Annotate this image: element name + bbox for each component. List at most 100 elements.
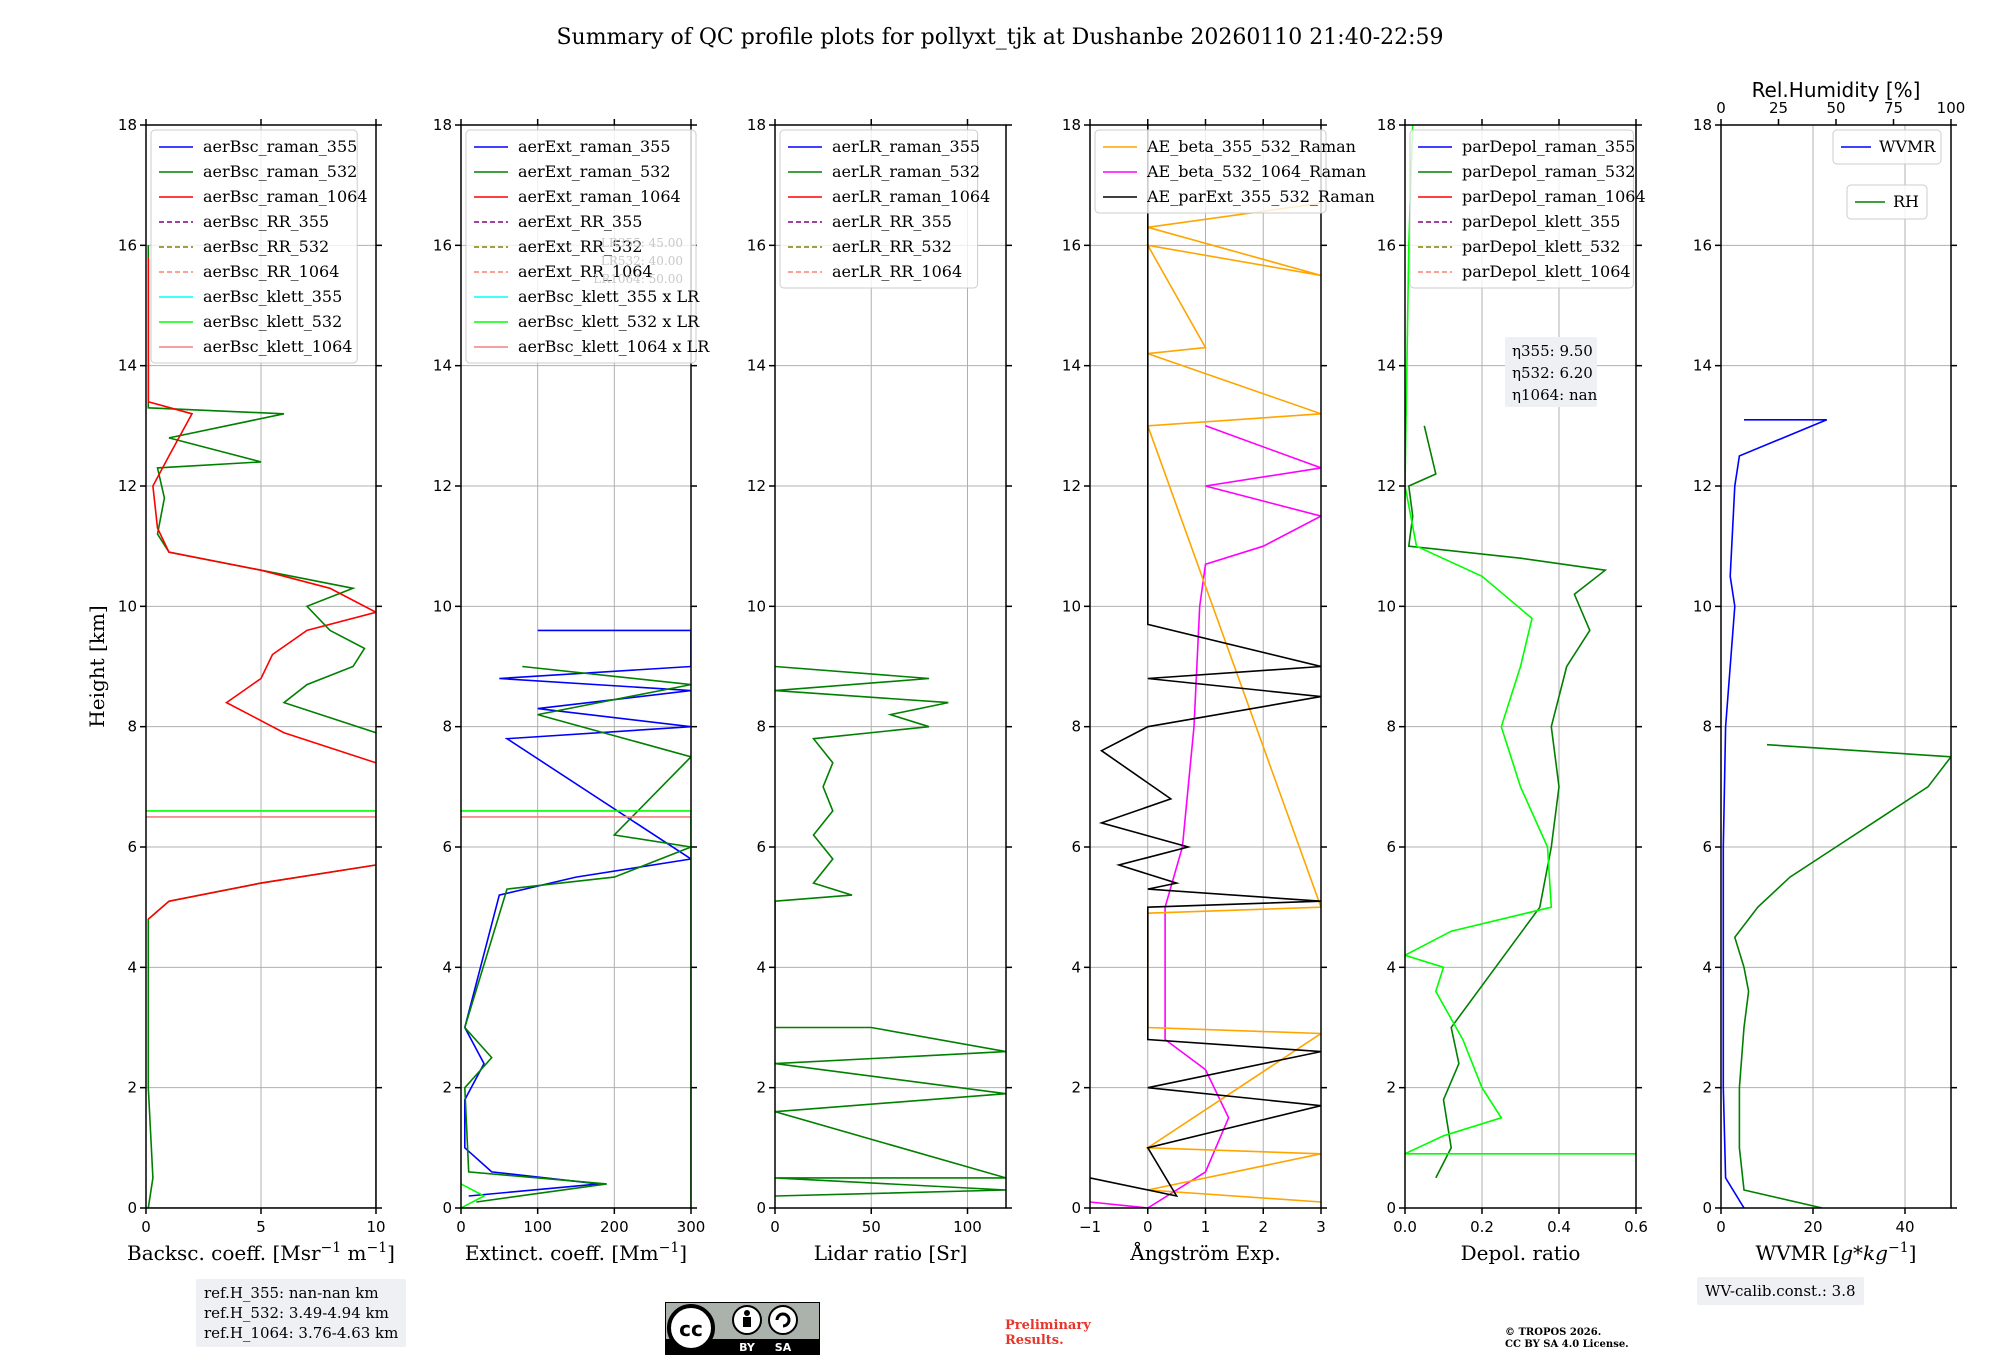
- y-tick-label: 2: [1702, 1079, 1712, 1097]
- y-tick-label: 8: [1702, 718, 1712, 736]
- legend-label: RH: [1893, 192, 1919, 211]
- y-tick-label: 16: [1062, 236, 1081, 254]
- x-axis-label: Lidar ratio [Sr]: [814, 1241, 968, 1265]
- axes-frame: [460, 124, 692, 1209]
- axes-frame: [774, 124, 1007, 1209]
- sa-icon: [768, 1305, 798, 1335]
- panel-lidar_ratio: 0 2 4 6 8 10 12 14 16 18 0 50 100 Lidar ratio [Sr] aer…: [747, 116, 1012, 1265]
- cc-icon: [667, 1304, 715, 1352]
- y-tick-label: 10: [1693, 597, 1712, 615]
- axes-frame: [1404, 124, 1637, 1209]
- y-tick-label: 12: [1693, 477, 1712, 495]
- eta-text: η532: 6.20: [1512, 364, 1593, 382]
- legend-label: aerExt_RR_532: [518, 237, 642, 256]
- legend-label: parDepol_klett_532: [1462, 237, 1620, 256]
- series-aerBsc_raman_532: [147, 864, 376, 1208]
- y-tick-label: 12: [1377, 477, 1396, 495]
- series-aerExt_raman_355: [463, 629, 691, 1197]
- y-tick-label: 16: [433, 236, 452, 254]
- y-tick-label: 16: [747, 236, 766, 254]
- ref-height-1064: ref.H_1064: 3.76-4.63 km: [204, 1324, 399, 1342]
- y-tick-label: 10: [1377, 597, 1396, 615]
- legend-label: aerBsc_RR_355: [203, 212, 329, 231]
- y-tick-label: 4: [1386, 958, 1396, 976]
- y-tick-label: 8: [127, 718, 137, 736]
- series-WVMR: [1722, 418, 1828, 1208]
- lr-text: LR532: 40.00: [601, 254, 683, 268]
- figure-title: Summary of QC profile plots for pollyxt_…: [556, 25, 1443, 50]
- legend-box: [150, 129, 358, 364]
- y-tick-label: 10: [433, 597, 452, 615]
- top-x-tick-label: 100: [1937, 99, 1966, 117]
- y-tick-label: 10: [118, 597, 137, 615]
- top-x-tick-label: 25: [1769, 99, 1788, 117]
- series-aerBsc_klett_532: [146, 810, 376, 1208]
- series-AE_parExt_355_532_Raman: [1090, 125, 1321, 1198]
- lr-text: LR1064: 50.00: [593, 272, 683, 286]
- y-tick-label: 18: [118, 116, 137, 134]
- legend-label: parDepol_klett_355: [1462, 212, 1620, 231]
- legend-label: aerBsc_raman_1064: [203, 187, 368, 206]
- y-tick-label: 12: [433, 477, 452, 495]
- legend-label: aerLR_RR_1064: [832, 262, 962, 281]
- wv-calib-box: WV-calib.const.: 3.8: [1697, 1277, 1864, 1305]
- y-tick-label: 6: [1386, 838, 1396, 856]
- y-tick-label: 2: [1071, 1079, 1081, 1097]
- series-aerExt_raman_532: [463, 665, 691, 1203]
- y-tick-label: 12: [118, 477, 137, 495]
- legend-label: aerBsc_raman_532: [203, 162, 357, 181]
- legend-label: aerBsc_klett_1064: [203, 337, 352, 356]
- x-tick-label: 200: [600, 1218, 629, 1236]
- legend-label: aerBsc_klett_355 x LR: [518, 287, 700, 306]
- panel-backscatter: 0 2 4 6 8 10 12 14 16 18 0 5 10 Backsc. coeff. [Msr−1…: [85, 116, 395, 1265]
- legend-label: aerExt_raman_532: [518, 162, 671, 181]
- ref-height-532: ref.H_532: 3.49-4.94 km: [204, 1304, 389, 1322]
- x-tick-label: 1: [1201, 1218, 1211, 1236]
- svg-text:cc: cc: [679, 1317, 703, 1341]
- axes-frame: [1089, 124, 1322, 1209]
- legend-label: aerExt_RR_355: [518, 212, 642, 231]
- y-tick-label: 14: [1377, 357, 1396, 375]
- y-tick-label: 8: [1386, 718, 1396, 736]
- y-tick-label: 0: [1702, 1199, 1712, 1217]
- y-tick-label: 6: [756, 838, 766, 856]
- top-x-tick-label: 50: [1826, 99, 1845, 117]
- legend-label: parDepol_klett_1064: [1462, 262, 1631, 281]
- y-tick-label: 6: [127, 838, 137, 856]
- panel-depol: 0 2 4 6 8 10 12 14 16 18 0.0 0.2 0.4 0.6 Depol. ratio p…: [1377, 116, 1648, 1265]
- legend-label: aerBsc_RR_1064: [203, 262, 339, 281]
- series-RH: [1733, 743, 1951, 1208]
- legend-label: aerLR_RR_532: [832, 237, 952, 256]
- y-tick-label: 2: [127, 1079, 137, 1097]
- x-tick-label: 10: [366, 1218, 385, 1236]
- legend-label: aerExt_RR_1064: [518, 262, 653, 281]
- x-axis-label: Ångström Exp.: [1129, 1240, 1280, 1265]
- legend-label: aerBsc_raman_355: [203, 137, 357, 156]
- legend-label: AE_parExt_355_532_Raman: [1146, 187, 1375, 206]
- legend-label: aerExt_raman_1064: [518, 187, 681, 206]
- x-tick-label: 0: [1143, 1218, 1153, 1236]
- y-tick-label: 8: [756, 718, 766, 736]
- y-tick-label: 6: [1702, 838, 1712, 856]
- y-tick-label: 18: [1693, 116, 1712, 134]
- y-tick-label: 0: [442, 1199, 452, 1217]
- x-axis-label: Extinct. coeff. [Mm−1]: [465, 1240, 687, 1265]
- cc-license-logo: cc BY SA: [665, 1302, 820, 1355]
- x-tick-label: 5: [256, 1218, 266, 1236]
- legend-box: [779, 129, 979, 289]
- y-tick-label: 6: [1071, 838, 1081, 856]
- x-axis-label: Depol. ratio: [1461, 1241, 1581, 1265]
- x-tick-label: 0: [141, 1218, 151, 1236]
- lr-text: LR355: 45.00: [601, 236, 683, 250]
- series-parDepol_raman_532: [1407, 425, 1608, 1179]
- y-tick-label: 18: [747, 116, 766, 134]
- x-tick-label: −1: [1079, 1218, 1101, 1236]
- y-tick-label: 4: [756, 958, 766, 976]
- ref-height-355: ref.H_355: nan-nan km: [204, 1284, 379, 1302]
- y-tick-label: 2: [756, 1079, 766, 1097]
- x-tick-label: 0.2: [1470, 1218, 1494, 1236]
- legend-label: parDepol_raman_1064: [1462, 187, 1646, 206]
- axes-frame: [1720, 124, 1952, 1209]
